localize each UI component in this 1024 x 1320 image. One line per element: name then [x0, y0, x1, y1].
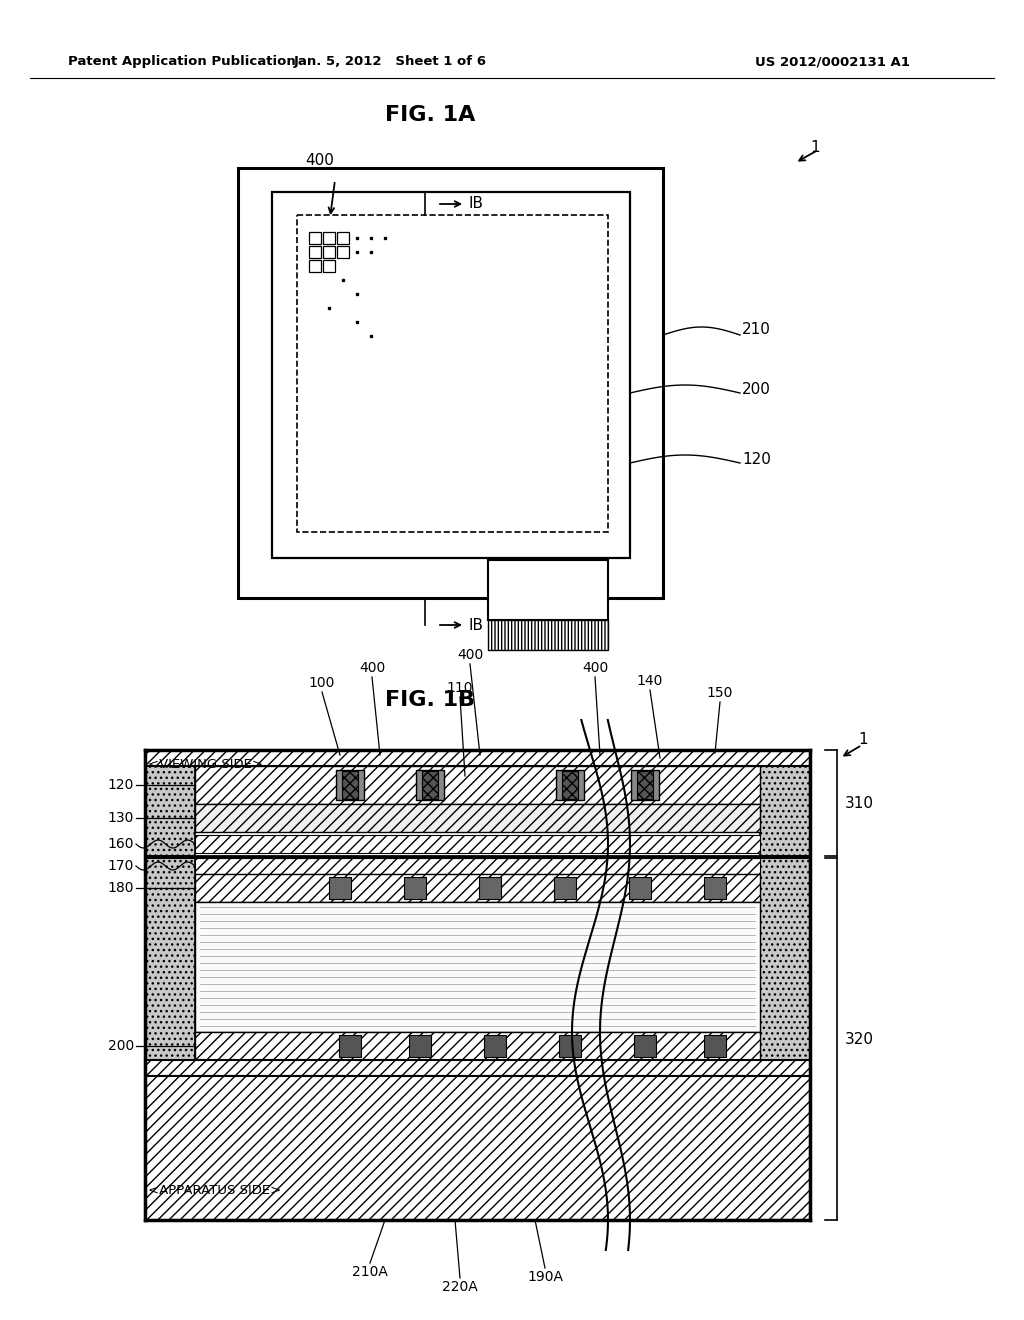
Bar	[145, 858, 195, 1220]
Text: 1: 1	[810, 140, 819, 156]
Bar	[339, 1035, 361, 1057]
Text: 170: 170	[108, 859, 134, 873]
Bar	[145, 750, 195, 855]
Bar	[323, 246, 335, 257]
Text: US 2012/0002131 A1: US 2012/0002131 A1	[755, 55, 910, 69]
Bar	[309, 260, 321, 272]
Text: 110: 110	[446, 681, 473, 696]
Bar	[629, 876, 651, 899]
Text: 200: 200	[742, 383, 771, 397]
Text: FIG. 1A: FIG. 1A	[385, 106, 475, 125]
Bar	[145, 750, 810, 766]
Bar	[416, 770, 444, 800]
Bar	[272, 191, 630, 558]
Bar	[488, 560, 608, 620]
Text: 400: 400	[582, 661, 608, 675]
Bar	[409, 1035, 431, 1057]
Bar	[323, 260, 335, 272]
Bar	[484, 1035, 506, 1057]
Text: Jan. 5, 2012   Sheet 1 of 6: Jan. 5, 2012 Sheet 1 of 6	[294, 55, 486, 69]
Bar	[337, 232, 349, 244]
Text: <APPARATUS SIDE>: <APPARATUS SIDE>	[148, 1184, 282, 1196]
Bar	[559, 1035, 581, 1057]
Bar	[342, 771, 358, 799]
Bar	[554, 876, 575, 899]
Bar	[309, 232, 321, 244]
Text: 400: 400	[457, 648, 483, 663]
Bar	[705, 1035, 726, 1057]
Text: 220A: 220A	[442, 1280, 478, 1294]
Text: 200: 200	[108, 1039, 134, 1053]
Bar	[195, 836, 760, 853]
Text: 140: 140	[637, 675, 664, 688]
Text: 130: 130	[108, 810, 134, 825]
Bar	[631, 770, 659, 800]
Bar	[404, 876, 426, 899]
Bar	[336, 770, 364, 800]
Text: 320: 320	[845, 1031, 874, 1047]
Bar	[195, 902, 760, 1032]
Bar	[323, 232, 335, 244]
Bar	[637, 771, 653, 799]
Bar	[556, 770, 584, 800]
Text: 180: 180	[108, 880, 134, 895]
Bar	[488, 620, 608, 649]
Bar	[145, 1076, 810, 1220]
Text: Patent Application Publication: Patent Application Publication	[68, 55, 296, 69]
Text: 210: 210	[742, 322, 771, 338]
Text: FIG. 1B: FIG. 1B	[385, 690, 475, 710]
Bar	[195, 1032, 760, 1060]
Bar	[760, 750, 810, 855]
Bar	[337, 246, 349, 257]
Bar	[479, 876, 501, 899]
Text: 160: 160	[108, 837, 134, 851]
Text: 310: 310	[845, 796, 874, 810]
Text: IB: IB	[468, 197, 483, 211]
Bar	[422, 771, 438, 799]
Text: 150: 150	[707, 686, 733, 700]
Bar	[705, 876, 726, 899]
Bar	[634, 1035, 656, 1057]
Text: 210A: 210A	[352, 1265, 388, 1279]
Bar	[195, 766, 760, 804]
Text: 400: 400	[305, 153, 334, 168]
Text: 400: 400	[358, 661, 385, 675]
Text: 100: 100	[309, 676, 335, 690]
Text: 120: 120	[108, 777, 134, 792]
Bar	[195, 858, 760, 874]
Bar	[238, 168, 663, 598]
Bar	[329, 876, 351, 899]
Bar	[562, 771, 578, 799]
Bar	[309, 246, 321, 257]
Text: <VIEWING SIDE>: <VIEWING SIDE>	[148, 759, 263, 771]
Bar	[297, 215, 608, 532]
Text: 120: 120	[742, 453, 771, 467]
Text: 190A: 190A	[527, 1270, 563, 1284]
Text: 1: 1	[858, 733, 867, 747]
Bar	[195, 804, 760, 832]
Bar	[145, 1060, 810, 1076]
Bar	[195, 874, 760, 902]
Bar	[760, 858, 810, 1220]
Text: IB: IB	[468, 618, 483, 632]
